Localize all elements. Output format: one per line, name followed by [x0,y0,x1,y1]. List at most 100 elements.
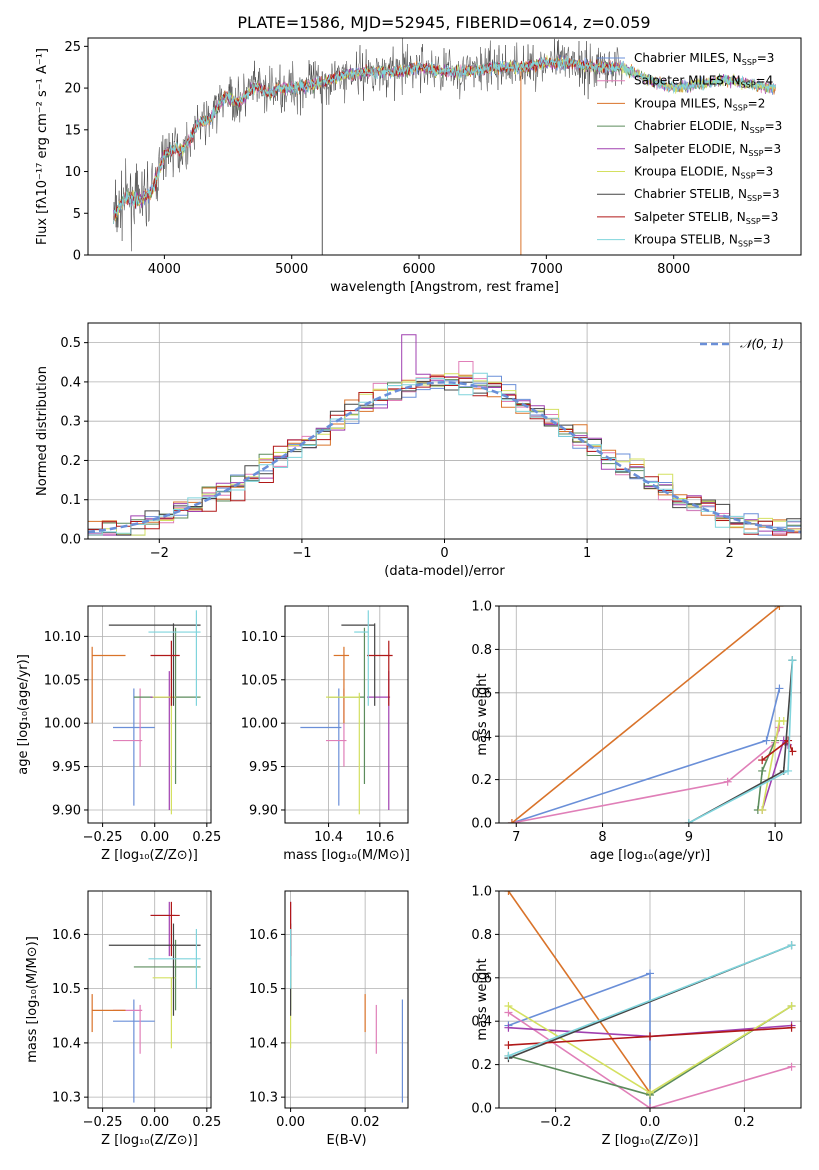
age-vs-metallicity-plot-area [91,610,201,815]
mass-vs-metallicity-point-salpeter-miles [113,1004,143,1054]
weight-vs-age-line [511,727,781,823]
weight-vs-age-marker [784,736,793,745]
mass-vs-metallicity-point-chabrier-miles [113,999,155,1103]
mass-vs-ebv-x-axis-label: E(B-V) [326,1133,366,1148]
legend-entry-text: Chabrier ELODIE, N [634,119,750,133]
weight-vs-age-ytick-label: 0.2 [471,773,492,788]
legend-entry-value: =2 [748,96,766,110]
weight-vs-age-line [511,606,780,823]
legend-entry-value: =4 [756,74,774,88]
weight-vs-metallicity-line [508,944,792,1057]
mass-vs-ebv-xtick-label: 0.02 [351,1115,380,1130]
weight-vs-age-series-salpeter-stelib [758,736,797,765]
weight-vs-age-marker [788,656,797,665]
age-vs-metallicity-panel: −0.25 0.00 0.25 9.90 9.95 10.00 10.05 10.10 Z [l… [16,605,221,863]
residuals-xtick-label: 2 [726,546,734,561]
weight-vs-age-line [761,720,784,811]
weight-vs-age-marker [775,684,784,693]
mass-vs-metallicity-xtick-label: 0.00 [140,1115,169,1130]
weight-vs-age-marker [507,819,516,823]
mass-vs-ebv-ytick-label: 10.4 [249,1036,278,1051]
mass-vs-metallicity-point-kroupa-miles [91,994,126,1033]
legend-entry-subscript: SSP [750,126,765,135]
legend-entry-value: =3 [765,119,783,133]
weight-vs-metallicity-marker [504,891,513,895]
spectrum-ytick-label: 10 [64,165,81,180]
mass-vs-metallicity-panel: −0.25 0.00 0.25 10.3 10.4 10.5 10.6 Z [log₁₀(Z/… [25,890,221,1148]
legend-entry: Kroupa ELODIE, NSSP=3 [634,165,773,181]
weight-vs-metallicity-series-salpeter-miles [504,1008,796,1108]
residuals-ytick-label: 0.5 [60,336,81,351]
residuals-xtick-label: −1 [292,546,311,561]
weight-vs-metallicity-series-kroupa-stelib [504,941,796,1060]
age-vs-metallicity-point-kroupa-elodie [152,692,176,815]
weight-vs-age-plot-area [507,606,797,823]
age-vs-mass-ytick-label: 9.90 [249,803,278,818]
weight-vs-age-ytick-label: 0.0 [471,817,492,832]
spectrum-xtick-label: 8000 [657,262,690,277]
weight-vs-metallicity-marker [504,1002,513,1011]
weight-vs-age-ytick-label: 0.6 [471,686,492,701]
weight-vs-metallicity-series-kroupa-elodie [504,1002,796,1097]
legend-entry-subscript: SSP [741,172,756,181]
age-vs-metallicity-ytick-label: 10.10 [44,630,81,645]
weight-vs-metallicity-ytick-label: 0.8 [471,928,492,943]
legend-entry-subscript: SSP [747,194,762,203]
residuals-xtick-label: 0 [440,546,448,561]
mass-vs-metallicity-ytick-label: 10.5 [52,982,81,997]
weight-vs-metallicity-frame [498,890,802,1109]
weight-vs-age-series-kroupa-miles [507,606,784,823]
weight-vs-age-xtick-label: 10 [767,830,784,845]
weight-vs-age-ytick-label: 0.4 [471,730,492,745]
residuals-panel: −2 −1 0 1 2 0.0 0.1 0.2 0.3 0.4 0.5 (data-model)/er… [35,322,802,579]
legend-entry-text: Kroupa MILES, N [634,96,733,110]
weight-vs-age-marker [779,717,788,726]
mass-vs-metallicity-point-salpeter-stelib [150,901,180,957]
legend-entry: Chabrier STELIB, NSSP=3 [634,187,780,203]
mass-vs-metallicity-frame [87,890,212,1109]
age-vs-mass-point-salpeter-elodie [367,671,391,810]
mass-vs-ebv-xtick-label: 0.00 [276,1115,305,1130]
spectrum-x-axis-label: wavelength [Angstrom, rest frame] [330,280,559,295]
weight-vs-age-xtick-label: 9 [685,830,693,845]
age-vs-mass-panel: 10.4 10.6 9.90 9.95 10.00 10.05 10.10 mass [log… [241,605,410,863]
weight-vs-metallicity-ytick-label: 0.2 [471,1058,492,1073]
age-vs-mass-ytick-label: 9.95 [249,760,278,775]
legend-entry-value: =3 [756,165,774,179]
weight-vs-metallicity-plot-area [504,891,796,1108]
legend-entry-text: Kroupa STELIB, N [634,233,738,247]
legend-entry: Chabrier ELODIE, NSSP=3 [634,119,782,135]
age-vs-metallicity-xtick-label: 0.00 [140,830,169,845]
weight-vs-metallicity-xtick-label: 0.0 [640,1115,661,1130]
age-vs-metallicity-point-salpeter-miles [113,688,143,767]
age-vs-mass-point-chabrier-miles [300,688,342,806]
weight-vs-age-marker [788,747,797,756]
weight-vs-metallicity-ytick-label: 1.0 [471,885,492,900]
mass-vs-metallicity-grid [88,891,211,1108]
spectrum-ytick-label: 25 [64,40,81,55]
age-vs-mass-xtick-label: 10.6 [365,830,394,845]
age-vs-metallicity-frame [87,605,212,824]
age-vs-metallicity-x-axis-label: Z [log₁₀(Z/Z⊙)] [101,848,198,863]
spectrum-frame [87,37,802,256]
age-vs-mass-grid [285,606,408,823]
spectrum-line-kroupa-stelib [113,56,776,225]
age-vs-metallicity-y-axis-label: age [log₁₀(age/yr)] [16,654,31,775]
weight-vs-age-line [688,660,794,823]
legend-entry: Kroupa MILES, NSSP=2 [634,96,765,112]
spectrum-ytick-label: 5 [73,207,81,222]
weight-vs-metallicity-line [507,891,651,1094]
age-vs-mass-point-kroupa-miles [333,646,350,724]
legend-entry-value: =3 [763,142,781,156]
weight-vs-metallicity-ytick-label: 0.6 [471,971,492,986]
age-vs-mass-point-kroupa-stelib [354,610,369,706]
weight-vs-metallicity-line [507,1011,792,1108]
weight-vs-metallicity-marker [787,1023,796,1032]
legend-entry: Chabrier MILES, NSSP=3 [634,51,774,67]
age-vs-mass-point-salpeter-stelib [367,640,393,706]
weight-vs-metallicity-xtick-label: 0.2 [734,1115,755,1130]
weight-vs-metallicity-marker [787,1062,796,1071]
spectrum-panel: 4000 5000 6000 7000 8000 0 5 10 15 20 25 wavelength… [35,37,802,295]
spectrum-xtick-label: 7000 [530,262,563,277]
legend-entry: Salpeter MILES, NSSP=4 [634,74,773,90]
